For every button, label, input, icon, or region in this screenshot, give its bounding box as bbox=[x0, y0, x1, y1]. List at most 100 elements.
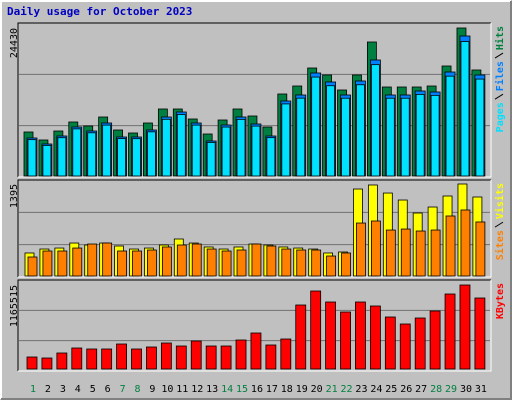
bar bbox=[206, 248, 217, 277]
bar bbox=[340, 311, 351, 370]
x-tick-label: 29 bbox=[445, 384, 457, 395]
bar bbox=[265, 344, 277, 370]
bar bbox=[235, 339, 247, 370]
bar bbox=[57, 137, 67, 177]
bar bbox=[369, 305, 381, 370]
bar bbox=[296, 97, 306, 177]
chart-title: Daily usage for October 2023 bbox=[7, 5, 192, 18]
bar bbox=[281, 103, 291, 177]
legend-separator bbox=[494, 221, 504, 228]
bar bbox=[384, 316, 396, 370]
bar bbox=[355, 301, 366, 370]
bar bbox=[326, 85, 336, 177]
bar bbox=[26, 356, 38, 370]
bar bbox=[356, 84, 365, 177]
x-tick-label: 17 bbox=[266, 384, 278, 395]
x-tick-label: 13 bbox=[206, 384, 218, 395]
bar bbox=[102, 124, 112, 177]
bar bbox=[191, 243, 202, 277]
x-tick-label: 31 bbox=[475, 384, 487, 395]
bar bbox=[117, 250, 127, 277]
x-tick-label: 5 bbox=[90, 384, 96, 395]
bar bbox=[430, 94, 440, 177]
bar bbox=[341, 97, 350, 177]
y-tick-label: 1395 bbox=[9, 184, 20, 208]
legend-entry: Files bbox=[494, 61, 506, 91]
legend: Hits Files Pages bbox=[494, 26, 506, 132]
bar bbox=[445, 75, 455, 177]
bar bbox=[27, 139, 37, 177]
panel-bevel bbox=[18, 280, 492, 372]
x-tick-label: 1 bbox=[30, 384, 36, 395]
legend: Visits Sites bbox=[494, 183, 506, 260]
bar bbox=[132, 250, 142, 277]
x-tick-label: 15 bbox=[236, 384, 248, 395]
legend: KBytes bbox=[495, 283, 506, 319]
x-tick-label: 21 bbox=[326, 384, 338, 395]
bar bbox=[370, 220, 381, 277]
bar bbox=[460, 41, 470, 177]
panel-bevel bbox=[17, 22, 491, 177]
y-tick-label: 24430 bbox=[9, 28, 20, 58]
bar bbox=[87, 132, 97, 177]
x-tick-label: 27 bbox=[415, 384, 427, 395]
bar bbox=[87, 243, 98, 277]
bar bbox=[161, 246, 172, 277]
bar bbox=[42, 250, 53, 277]
x-tick-label: 23 bbox=[355, 384, 367, 395]
bar bbox=[101, 348, 113, 370]
bar bbox=[72, 247, 83, 277]
bar bbox=[430, 229, 441, 277]
bar bbox=[280, 338, 292, 370]
x-tick-label: 30 bbox=[460, 384, 472, 395]
bar bbox=[147, 131, 156, 177]
bar bbox=[205, 345, 217, 370]
bar bbox=[42, 145, 52, 177]
panel-bevel bbox=[17, 279, 491, 371]
bar bbox=[460, 209, 471, 277]
bar bbox=[414, 317, 426, 370]
bar bbox=[475, 221, 486, 277]
bar bbox=[474, 297, 486, 370]
bar bbox=[400, 228, 411, 277]
bar bbox=[27, 256, 38, 277]
bar bbox=[341, 252, 351, 277]
bar bbox=[266, 137, 276, 177]
bar bbox=[221, 250, 232, 277]
x-tick-label: 7 bbox=[120, 384, 126, 395]
bar bbox=[266, 245, 277, 277]
legend-entry: Hits bbox=[494, 26, 506, 50]
bar bbox=[176, 244, 187, 277]
bar bbox=[251, 243, 262, 277]
legend-separator bbox=[494, 93, 504, 100]
bar bbox=[161, 118, 171, 177]
x-tick-label: 22 bbox=[341, 384, 353, 395]
bar bbox=[221, 126, 231, 177]
bar bbox=[41, 357, 53, 370]
bar bbox=[160, 342, 172, 370]
bar bbox=[325, 301, 337, 370]
bar bbox=[399, 323, 411, 370]
bar bbox=[459, 284, 471, 370]
bar bbox=[132, 138, 141, 177]
bar bbox=[295, 304, 307, 370]
bar bbox=[310, 290, 322, 370]
bar bbox=[400, 97, 410, 177]
panel-bevel bbox=[18, 180, 492, 278]
bar bbox=[147, 249, 157, 277]
bar bbox=[116, 343, 127, 370]
bar bbox=[220, 345, 232, 370]
bar bbox=[326, 255, 337, 277]
bar bbox=[71, 347, 83, 370]
x-tick-label: 14 bbox=[221, 384, 233, 395]
bar bbox=[86, 348, 98, 370]
bar bbox=[311, 76, 321, 177]
bar bbox=[445, 215, 456, 277]
x-tick-label: 9 bbox=[149, 384, 155, 395]
x-tick-label: 26 bbox=[400, 384, 412, 395]
x-tick-label: 20 bbox=[311, 384, 323, 395]
x-tick-label: 8 bbox=[134, 384, 140, 395]
legend-separator bbox=[494, 52, 504, 59]
